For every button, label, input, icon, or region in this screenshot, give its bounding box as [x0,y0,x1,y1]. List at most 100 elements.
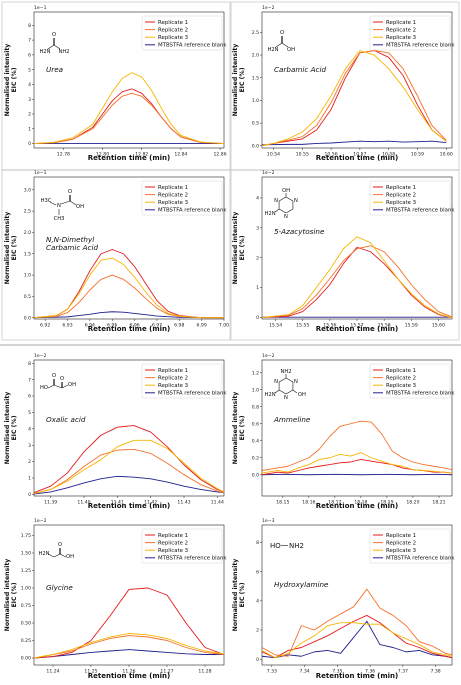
x-tick-label: 10.59 [411,152,424,158]
atom-label: O [52,373,56,379]
axis-scale: 1e−3 [262,518,275,524]
legend-box [369,528,451,564]
legend-label: Replicate 2 [386,376,416,382]
series-line-replicate1 [33,587,225,659]
x-tick-label: 15.55 [296,323,309,329]
y-tick-label: 0.00 [21,656,31,662]
legend-label: Replicate 1 [386,533,416,539]
x-tick-label: 6.95 [107,323,117,329]
atom-label: N [274,379,278,385]
atom-label: OH [282,188,290,194]
chemical-structure: H2N O OH [38,542,74,560]
x-tick-label: 11.28 [198,669,211,675]
chart-panel-4: 1e−2 0 1 2 3 4 15.54 15.55 15.56 15.57 15.58 15.59 1… [232,170,455,333]
x-tick-label: 11.42 [144,500,157,506]
compound-name: Hydroxylamine [274,580,329,589]
axis-scale: 1e−2 [262,5,275,11]
y-axis-label: EIC (%) [239,67,246,92]
atom-label: N [274,198,278,204]
x-tick-label: 10.56 [325,152,338,158]
atom-label: NH2 [280,369,291,375]
x-tick-label: 12.84 [174,152,187,158]
chart-panel-1: 1e−1 0 1 2 3 4 5 6 7 8 12.78 12.80 12.82 12.84 12.86 Re… [4,5,227,162]
series-line-replicate2 [33,274,224,319]
series-line-replicate3 [261,50,447,147]
y-tick-label: 0 [28,492,31,498]
y-axis-label: Normalised intensity [232,392,239,465]
bond [285,196,294,202]
bond [285,377,294,383]
x-tick-label: 7.37 [398,669,408,675]
x-tick-label: 12.82 [135,152,148,158]
y-axis-label: Normalised intensity [4,559,11,632]
x-tick-label: 7.00 [219,323,229,329]
y-tick-label: 0 [28,141,31,147]
x-tick-label: 10.58 [382,152,395,158]
atom-label: O [60,376,64,382]
y-axis-label: EIC (%) [239,415,246,440]
legend-label: MTBSTFA reference blank [158,43,227,49]
y-axis-label: Normalised intensity [4,392,11,465]
bond [275,42,283,48]
legend-label: MTBSTFA reference blank [386,391,455,397]
axis-scale: 1e−2 [34,353,47,359]
y-axis-label: EIC (%) [239,235,246,260]
y-tick-label: 2.0 [24,230,31,236]
legend-label: Replicate 1 [386,185,416,191]
y-tick-label: 0 [256,315,259,321]
atom-label: H2N [265,392,276,398]
x-tick-label: 18.21 [432,500,445,506]
y-axis-label: Normalised intensity [232,212,239,285]
y-tick-label: 1.2 [252,370,259,376]
legend-label: MTBSTFA reference blank [158,208,227,214]
y-tick-label: 1 [28,476,31,482]
y-tick-label: 2 [256,255,259,261]
y-tick-label: 5 [28,67,31,73]
y-tick-label: 2.0 [252,53,259,59]
legend-label: Replicate 1 [386,368,416,374]
y-tick-label: 4 [28,82,31,88]
chemical-structure: HO O O OH [40,373,76,391]
legend-label: Replicate 3 [386,548,416,554]
y-tick-label: 0.25 [21,638,31,644]
atom-label: N [294,198,298,204]
y-tick-label: 3 [256,225,259,231]
legend-box [141,180,223,216]
x-tick-label: 7.38 [431,669,441,675]
x-axis-label: Retention time (min) [316,154,399,162]
compound-name: Oxalic acid [46,415,86,424]
bond [53,44,61,50]
y-tick-label: 1.25 [21,568,31,574]
bond [47,44,55,50]
legend-label: Replicate 2 [158,193,188,199]
legend-label: Replicate 2 [158,541,188,547]
legend-box [369,180,451,216]
y-tick-label: 1.0 [24,273,31,279]
chemical-structure: O H2N NH2 [39,32,69,55]
legend-label: Replicate 1 [158,368,188,374]
x-tick-label: 15.54 [269,323,282,329]
x-tick-label: 11.44 [211,500,224,506]
atom-label: O [68,189,72,195]
bond [60,200,71,205]
atom-label: OH [298,392,306,398]
y-tick-label: 3.0 [24,187,31,193]
y-tick-label: 4 [256,598,259,604]
chart-panel-3: 1e−1 0.0 0.5 1.0 1.5 2.0 2.5 3.0 6.92 6.93 6.94 6.9… [4,170,229,333]
x-tick-label: 7.33 [267,669,277,675]
bond [278,377,287,383]
x-tick-label: 15.56 [323,323,336,329]
legend-box [141,15,223,51]
y-tick-label: 0.8 [252,404,259,410]
chart-panel-2: 1e−2 0.0 0.5 1.0 1.5 2.0 2.5 10.54 10.55 10.56 10.… [232,5,455,162]
y-axis-label: EIC (%) [11,235,18,260]
y-tick-label: 6 [28,394,31,400]
series-line-replicate3 [33,72,225,145]
atom-label: OH [76,204,84,210]
atom-label: H2N [267,47,278,53]
y-tick-label: 1.5 [252,75,259,81]
bond [278,208,287,214]
series-line-replicate3 [261,622,453,659]
